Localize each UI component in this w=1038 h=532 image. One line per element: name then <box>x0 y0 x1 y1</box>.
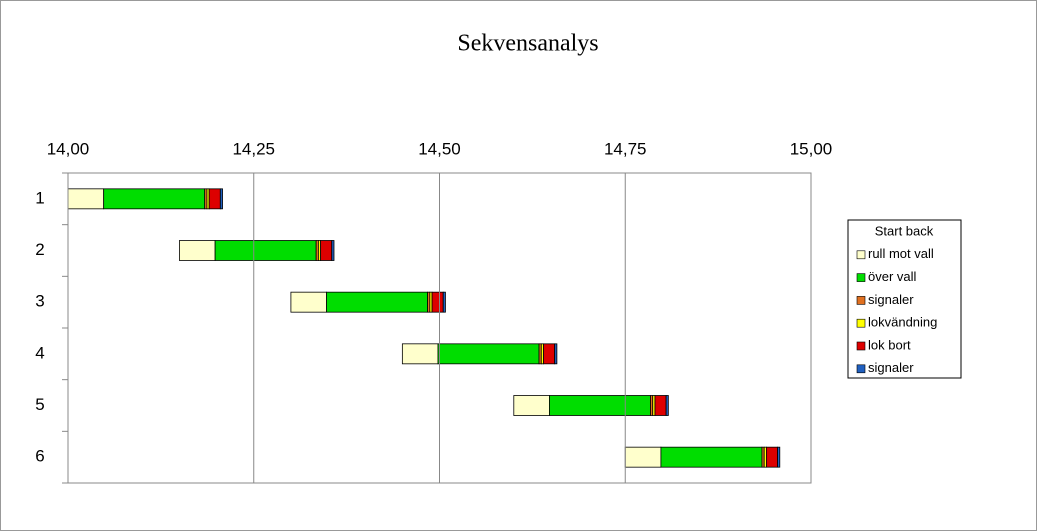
y-tick-label: 3 <box>35 292 44 311</box>
bar-segment <box>326 291 429 313</box>
y-tick-label: 5 <box>35 395 44 414</box>
legend-swatch <box>856 341 866 351</box>
x-tick-label: 14,00 <box>47 139 90 158</box>
legend-label: signaler <box>868 292 914 307</box>
y-tick-label: 2 <box>35 240 44 259</box>
bar-segment <box>660 446 763 468</box>
bar-segment <box>543 343 556 365</box>
bar-segment <box>437 343 540 365</box>
bar-segment <box>549 395 651 416</box>
chart-title: Sekvensanalys <box>457 31 598 57</box>
legend-label: över vall <box>868 269 917 284</box>
legend-label: lokvändning <box>868 315 937 330</box>
bar-segment <box>766 446 778 468</box>
bar-segment <box>208 188 221 210</box>
y-tick-label: 1 <box>35 188 44 207</box>
legend-swatch <box>856 364 866 374</box>
x-tick-label: 14,50 <box>418 139 461 158</box>
bar-segment <box>665 395 669 416</box>
bar-segment <box>513 395 550 416</box>
bar-segment <box>219 188 223 210</box>
legend-swatch <box>856 318 866 328</box>
legend-label: lok bort <box>868 337 911 352</box>
legend-label: signaler <box>868 360 914 375</box>
legend-box <box>847 219 962 379</box>
bar-segment <box>179 240 216 261</box>
legend-label: Start back <box>875 223 934 238</box>
x-tick-label: 14,25 <box>232 139 275 158</box>
legend-swatch <box>856 273 866 282</box>
bar-segment <box>214 240 317 261</box>
bar-segment <box>331 240 335 261</box>
y-tick-label: 6 <box>35 447 44 466</box>
legend-swatch <box>856 250 866 260</box>
bar-segment <box>401 343 439 365</box>
bar-segment <box>431 291 444 313</box>
bar-segment <box>103 188 206 210</box>
bar-segment <box>624 446 662 468</box>
bar-segment <box>654 395 667 416</box>
bar-segment <box>290 291 327 313</box>
bar-segment <box>554 343 558 365</box>
bar-segment <box>777 446 781 468</box>
bar-segment <box>320 240 333 261</box>
legend-swatch <box>856 296 866 305</box>
x-tick-label: 15,00 <box>790 139 833 158</box>
legend-label: rull mot vall <box>868 246 934 261</box>
bar-segment <box>68 188 105 210</box>
y-tick-label: 4 <box>35 343 44 362</box>
x-tick-label: 14,75 <box>604 139 647 158</box>
bar-segment <box>442 291 446 313</box>
